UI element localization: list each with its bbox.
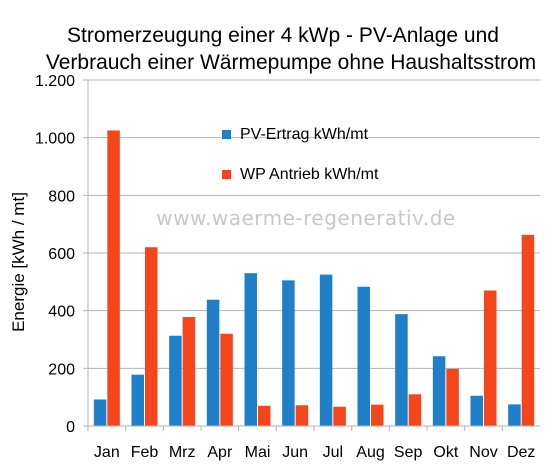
y-tick-label: 200 [48, 361, 75, 378]
grid-lines [83, 79, 540, 431]
bar-pv-jan [93, 399, 107, 426]
bars [93, 130, 535, 427]
y-axis-title: Energie [kWh / mt] [9, 192, 28, 332]
bar-wp-jul [333, 406, 346, 426]
bar-wp-okt [446, 368, 459, 426]
chart-title-line-2: Verbrauch einer Wärmepumpe ohne Haushalt… [46, 51, 536, 74]
watermark-text: www.waerme-regenerativ.de [156, 206, 455, 230]
y-tick-label: 1.000 [35, 131, 75, 148]
legend: PV-Ertrag kWh/mt WP Antrieb kWh/mt [222, 126, 379, 183]
bar-pv-feb [131, 374, 144, 426]
bar-wp-mrz [182, 317, 196, 426]
x-tick-label: Feb [131, 444, 159, 461]
bar-pv-jul [319, 274, 333, 426]
chart-title-line-1: Stromerzeugung einer 4 kWp - PV-Anlage u… [67, 24, 499, 47]
x-tick-label: Nov [469, 444, 497, 461]
x-tick-label: Jun [282, 444, 308, 461]
bar-wp-nov [484, 290, 497, 426]
x-tick-label: Mrz [169, 444, 196, 461]
bar-pv-nov [470, 395, 483, 426]
bar-pv-jun [282, 280, 295, 426]
bar-wp-aug [371, 404, 384, 426]
y-tick-label: 400 [48, 304, 75, 321]
x-tick-label: Aug [356, 444, 384, 461]
x-tick-label: Apr [207, 444, 233, 461]
bar-pv-apr [206, 299, 220, 426]
x-tick-label: Mai [245, 444, 271, 461]
bar-wp-mai [258, 405, 271, 426]
y-tick-labels: 0 200 400 600 800 1.000 1.200 [35, 73, 75, 436]
y-tick-label: 1.200 [35, 73, 75, 90]
bar-wp-jun [295, 405, 309, 426]
bar-pv-mrz [169, 335, 182, 426]
bar-pv-okt [432, 356, 446, 426]
bar-pv-aug [357, 286, 370, 426]
y-tick-label: 600 [48, 246, 75, 263]
x-tick-labels: Jan Feb Mrz Apr Mai Jun Jul Aug Sep Okt Nov Dez [94, 444, 535, 461]
x-tick-label: Dez [507, 444, 535, 461]
bar-wp-dez [521, 234, 535, 426]
bar-wp-apr [220, 333, 233, 426]
x-tick-label: Sep [394, 444, 423, 461]
chart-title: Stromerzeugung einer 4 kWp - PV-Anlage u… [46, 24, 536, 74]
bar-pv-dez [508, 404, 521, 426]
x-tick-label: Jan [94, 444, 120, 461]
legend-label: WP Antrieb kWh/mt [240, 166, 379, 183]
bar-pv-sep [395, 314, 408, 426]
x-tick-label: Jul [323, 444, 343, 461]
x-tick-label: Okt [433, 444, 458, 461]
bar-wp-jan [107, 130, 120, 427]
y-tick-label: 0 [66, 419, 75, 436]
legend-swatch [222, 170, 231, 179]
legend-swatch [222, 130, 231, 139]
axes [87, 80, 540, 431]
y-tick-label: 800 [48, 188, 75, 205]
bar-wp-sep [408, 394, 422, 426]
bar-wp-feb [145, 247, 158, 426]
legend-label: PV-Ertrag kWh/mt [240, 126, 369, 143]
bar-pv-mai [244, 273, 257, 426]
